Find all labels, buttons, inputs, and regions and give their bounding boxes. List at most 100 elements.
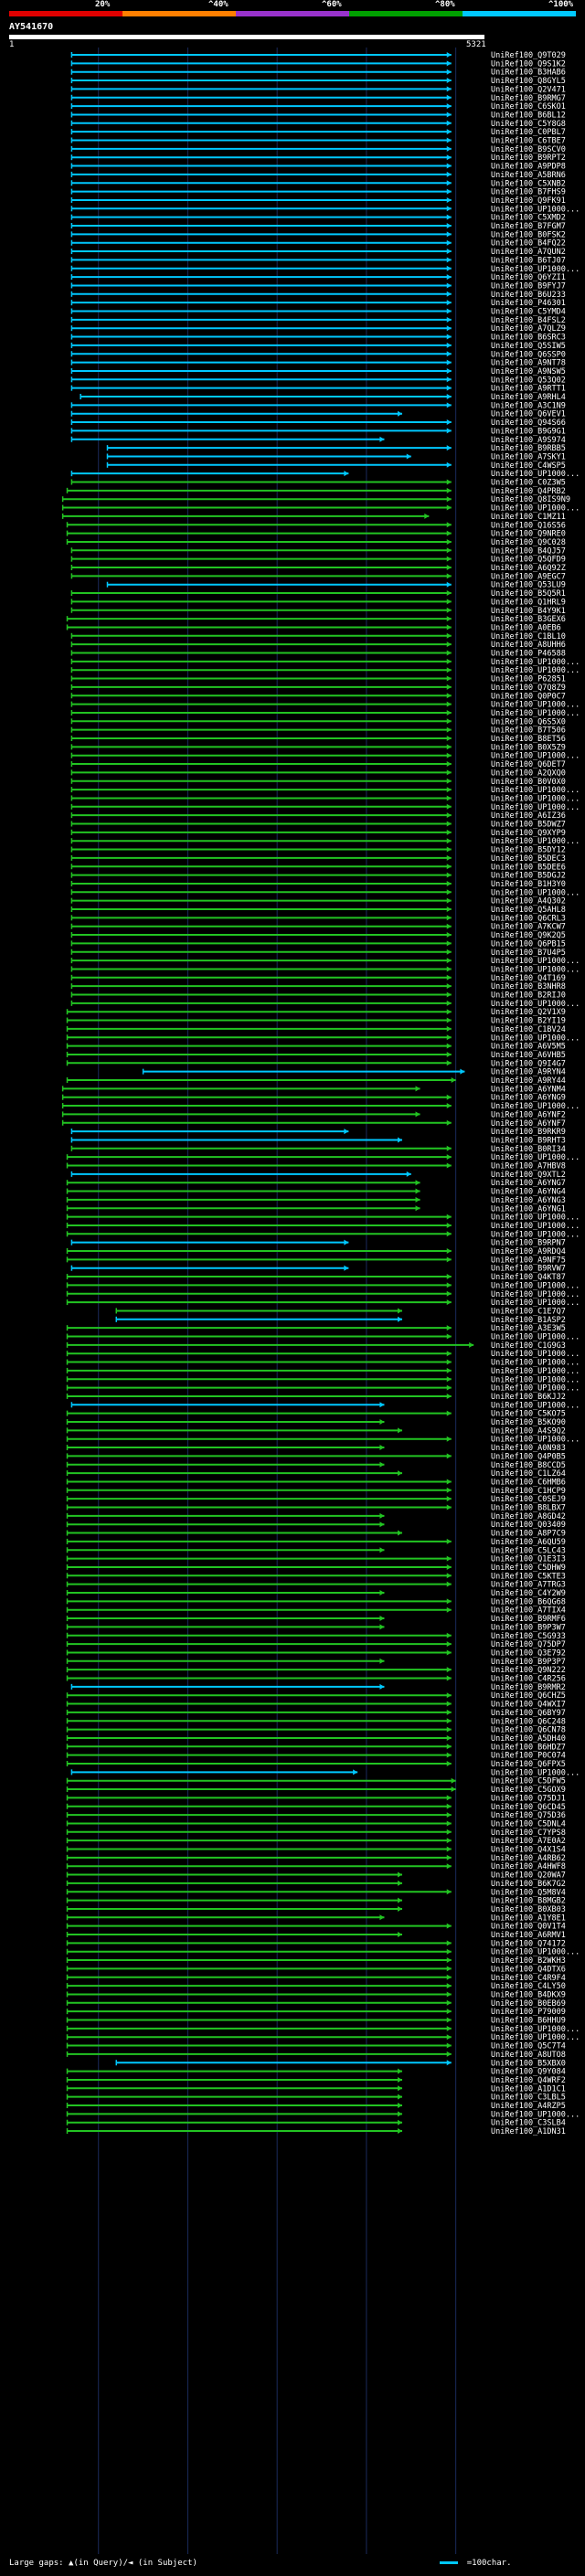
hit-id-label: UniRef100_Q6S5X0 [491, 717, 566, 726]
alignment-end-arrow [446, 854, 452, 861]
alignment-end-arrow [446, 1017, 452, 1023]
hit-id-label: UniRef100_B9RHT3 [491, 1136, 566, 1145]
hit-id-label: UniRef100_A9EGC7 [491, 572, 566, 581]
alignment-end-arrow [446, 479, 452, 485]
hit-id-label: UniRef100_Q2V471 [491, 85, 566, 94]
hit-id-label: UniRef100_A4HWF8 [491, 1862, 566, 1871]
alignment-end-arrow [406, 453, 411, 460]
alignment-end-arrow [446, 1923, 452, 1929]
hit-id-label: UniRef100_UP1000... [491, 701, 580, 710]
alignment-end-arrow [397, 1880, 402, 1886]
hit-id-label: UniRef100_C6HMB6 [491, 1478, 566, 1487]
alignment-end-arrow [446, 1940, 452, 1946]
alignment-end-arrow [446, 1829, 452, 1835]
hit-id-label: UniRef100_UP1000... [491, 1333, 580, 1342]
alignment-end-arrow [379, 1402, 385, 1408]
hit-id-label: UniRef100_B9P3P7 [491, 1658, 566, 1667]
alignment-end-arrow [446, 983, 452, 990]
hit-id-label: UniRef100_Q0V1T4 [491, 1923, 566, 1932]
hit-id-label: UniRef100_C5DHW9 [491, 1564, 566, 1573]
alignment-end-arrow [446, 1009, 452, 1015]
hit-id-label: UniRef100_Q9FK91 [491, 196, 566, 206]
alignment-end-arrow [446, 1051, 452, 1057]
alignment-end-arrow [446, 958, 452, 964]
hit-id-label: UniRef100_B5XBX0 [491, 2059, 566, 2068]
alignment-end-arrow [446, 709, 452, 716]
hit-id-label: UniRef100_A2QXQ0 [491, 769, 566, 778]
alignment-end-arrow [446, 2051, 452, 2057]
alignment-end-arrow [397, 1530, 402, 1536]
hit-id-label: UniRef100_C1LZ64 [491, 1469, 566, 1479]
alignment-end-arrow [446, 308, 452, 314]
hit-id-label: UniRef100_A6YNG1 [491, 1204, 566, 1214]
alignment-end-arrow [446, 726, 452, 733]
hit-id-label: UniRef100_C5XNB2 [491, 179, 566, 188]
alignment-end-arrow [446, 1803, 452, 1809]
hit-id-label: UniRef100_B5DGJ2 [491, 872, 566, 881]
alignment-end-arrow [446, 316, 452, 323]
color-scale-label: 20% [95, 0, 111, 9]
hit-id-label: UniRef100_C6TBE7 [491, 137, 566, 146]
hit-id-label: UniRef100_A6YNM4 [491, 1085, 566, 1094]
hit-id-label: UniRef100_A4RZP5 [491, 2102, 566, 2111]
hit-id-label: UniRef100_Q9Y084 [491, 2068, 566, 2077]
hit-id-label: UniRef100_B4Y9K1 [491, 607, 566, 616]
hit-id-label: UniRef100_Q6CRL3 [491, 914, 566, 923]
alignment-end-arrow [446, 880, 452, 886]
alignment-end-arrow [446, 137, 452, 143]
hit-id-label: UniRef100_A9RYN4 [491, 1068, 566, 1077]
alignment-end-arrow [451, 1777, 456, 1784]
alignment-end-arrow [446, 188, 452, 195]
hit-id-label: UniRef100_C1BL10 [491, 632, 566, 641]
alignment-end-arrow [446, 367, 452, 374]
alignment-end-arrow [446, 1606, 452, 1613]
hit-id-label: UniRef100_A6VHB5 [491, 1051, 566, 1060]
alignment-end-arrow [446, 778, 452, 784]
color-scale-segment [349, 11, 463, 16]
hit-id-label: UniRef100_UP1000... [491, 1367, 580, 1376]
hit-id-label: UniRef100_C5YMD4 [491, 308, 566, 317]
hit-id-label: UniRef100_A9RY44 [491, 1076, 566, 1086]
hit-id-label: UniRef100_C1BV24 [491, 1025, 566, 1034]
hit-id-label: UniRef100_B0RI34 [491, 1145, 566, 1154]
alignment-end-arrow [397, 1897, 402, 1903]
hit-id-label: UniRef100_B5DEC3 [491, 854, 566, 864]
hit-id-label: UniRef100_B8ET56 [491, 735, 566, 744]
hit-id-label: UniRef100_B0XB03 [491, 1905, 566, 1914]
hit-id-label: UniRef100_A6QU59 [491, 1538, 566, 1547]
hit-id-label: UniRef100_UP1000... [491, 658, 580, 667]
alignment-end-arrow [415, 1196, 420, 1203]
alignment-end-arrow [446, 1162, 452, 1169]
alignment-end-arrow [446, 1436, 452, 1442]
alignment-end-arrow [446, 1974, 452, 1980]
alignment-end-arrow [446, 171, 452, 177]
alignment-end-arrow [446, 78, 452, 84]
alignment-end-arrow [446, 1060, 452, 1066]
alignment-end-arrow [451, 1786, 456, 1793]
alignment-end-arrow [424, 513, 430, 519]
hit-id-label: UniRef100_Q6CN78 [491, 1726, 566, 1735]
alignment-end-arrow [446, 795, 452, 801]
hit-id-label: UniRef100_Q9XTL2 [491, 1171, 566, 1180]
hit-id-label: UniRef100_A9RDQ4 [491, 1247, 566, 1256]
alignment-end-arrow [415, 1205, 420, 1212]
alignment-end-arrow [446, 1410, 452, 1416]
hit-id-label: UniRef100_UP1000... [491, 205, 580, 214]
hit-id-label: UniRef100_C4R256 [491, 1675, 566, 1684]
hit-id-label: UniRef100_B1H3Y0 [491, 880, 566, 889]
hit-id-label: UniRef100_A9S974 [491, 436, 566, 445]
hit-id-label: UniRef100_Q6DET7 [491, 760, 566, 769]
hit-id-label: UniRef100_Q4PRB2 [491, 487, 566, 496]
hit-id-label: UniRef100_Q1HRL9 [491, 598, 566, 607]
hit-id-label: UniRef100_A6V5M5 [491, 1043, 566, 1052]
color-scale-segment [463, 11, 576, 16]
alignment-end-arrow [446, 1103, 452, 1109]
footer-gap-legend: Large gaps: ▲(in Query)/◄ (in Subject) [9, 2559, 197, 2568]
hit-id-label: UniRef100_C4WSP5 [491, 461, 566, 471]
hit-id-label: UniRef100_P62851 [491, 675, 566, 684]
hit-id-label: UniRef100_Q9K2Q5 [491, 931, 566, 940]
alignment-end-arrow [446, 1274, 452, 1280]
hit-id-label: UniRef100_UP1000... [491, 1290, 580, 1299]
hit-id-label: UniRef100_C5DNL4 [491, 1819, 566, 1829]
hit-id-label: UniRef100_B3GEX6 [491, 615, 566, 624]
